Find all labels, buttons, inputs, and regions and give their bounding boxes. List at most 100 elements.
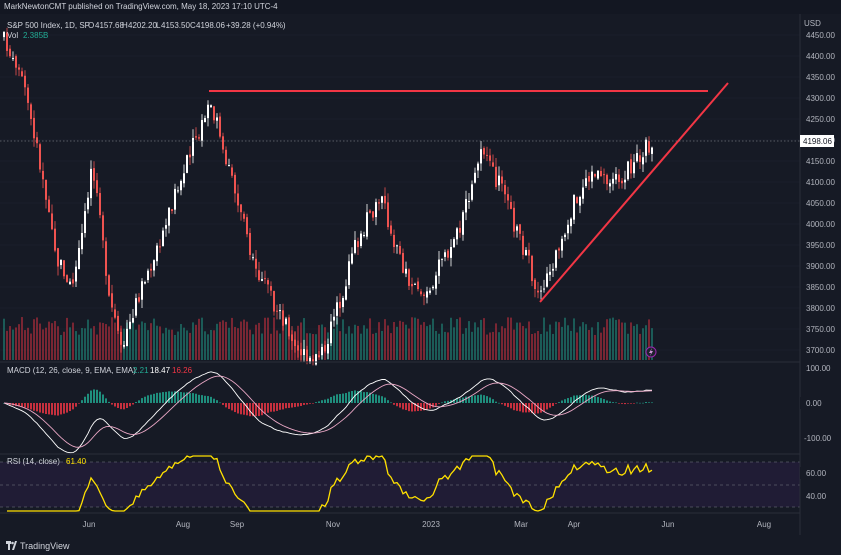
- candle-body[interactable]: [189, 154, 191, 158]
- candle-body[interactable]: [156, 245, 158, 262]
- candle-body[interactable]: [324, 345, 326, 352]
- candle-body[interactable]: [195, 136, 197, 138]
- candle-body[interactable]: [528, 249, 530, 256]
- candle-body[interactable]: [129, 321, 131, 329]
- candle-body[interactable]: [318, 355, 320, 358]
- candle-body[interactable]: [357, 241, 359, 248]
- candle-body[interactable]: [42, 170, 44, 180]
- candle-body[interactable]: [162, 230, 164, 247]
- candle-body[interactable]: [171, 209, 173, 211]
- candle-body[interactable]: [33, 117, 35, 139]
- candle-body[interactable]: [210, 105, 212, 108]
- macd-line[interactable]: [3, 371, 653, 454]
- candle-body[interactable]: [177, 190, 179, 192]
- candle-body[interactable]: [186, 155, 188, 173]
- candle-body[interactable]: [159, 246, 161, 248]
- candle-body[interactable]: [423, 294, 425, 296]
- candle-body[interactable]: [468, 200, 470, 202]
- candle-body[interactable]: [540, 290, 542, 292]
- candle-body[interactable]: [414, 283, 416, 285]
- candle-body[interactable]: [588, 176, 590, 182]
- candle-body[interactable]: [36, 137, 38, 144]
- candle-body[interactable]: [426, 291, 428, 298]
- candle-body[interactable]: [6, 32, 8, 51]
- candle-body[interactable]: [39, 144, 41, 170]
- candle-body[interactable]: [378, 202, 380, 204]
- candle-body[interactable]: [558, 248, 560, 251]
- candle-body[interactable]: [354, 239, 356, 253]
- candle-body[interactable]: [282, 310, 284, 326]
- candle-body[interactable]: [348, 261, 350, 286]
- candle-body[interactable]: [183, 173, 185, 184]
- candle-body[interactable]: [498, 175, 500, 186]
- candle-body[interactable]: [228, 165, 230, 167]
- candle-body[interactable]: [87, 197, 89, 210]
- candle-body[interactable]: [69, 281, 71, 285]
- candle-body[interactable]: [24, 75, 26, 88]
- candle-body[interactable]: [12, 58, 14, 60]
- candle-body[interactable]: [288, 317, 290, 337]
- candle-body[interactable]: [435, 275, 437, 289]
- candle-body[interactable]: [180, 180, 182, 191]
- candle-body[interactable]: [537, 290, 539, 293]
- candle-body[interactable]: [594, 173, 596, 177]
- candle-body[interactable]: [627, 161, 629, 180]
- candle-body[interactable]: [276, 310, 278, 312]
- candle-body[interactable]: [240, 204, 242, 213]
- candle-body[interactable]: [57, 248, 59, 267]
- candle-body[interactable]: [651, 147, 653, 154]
- time-axis[interactable]: Jun Aug Sep Nov 2023 Mar Apr Jun Aug: [83, 520, 772, 529]
- candle-body[interactable]: [633, 162, 635, 174]
- candle-body[interactable]: [48, 199, 50, 213]
- candle-body[interactable]: [624, 179, 626, 183]
- candle-body[interactable]: [411, 283, 413, 287]
- candle-body[interactable]: [333, 316, 335, 321]
- candle-body[interactable]: [417, 281, 419, 290]
- candle-body[interactable]: [27, 87, 29, 103]
- candle-body[interactable]: [483, 148, 485, 155]
- price-axis[interactable]: 4450.004400.004350.004300.004250.004200.…: [806, 31, 835, 355]
- candle-body[interactable]: [543, 288, 545, 290]
- candle-body[interactable]: [615, 174, 617, 180]
- candle-body[interactable]: [390, 225, 392, 234]
- candle-body[interactable]: [135, 298, 137, 316]
- candle-body[interactable]: [510, 201, 512, 209]
- candle-body[interactable]: [561, 238, 563, 251]
- candle-body[interactable]: [342, 297, 344, 307]
- candle-body[interactable]: [600, 170, 602, 177]
- candle-body[interactable]: [123, 344, 125, 347]
- candle-body[interactable]: [519, 224, 521, 234]
- candle-body[interactable]: [471, 184, 473, 200]
- candle-body[interactable]: [639, 155, 641, 162]
- candle-body[interactable]: [492, 162, 494, 167]
- candle-body[interactable]: [144, 282, 146, 284]
- candle-body[interactable]: [231, 167, 233, 176]
- candle-body[interactable]: [366, 212, 368, 237]
- candle-body[interactable]: [51, 213, 53, 230]
- candle-body[interactable]: [567, 224, 569, 234]
- rising-trendline[interactable]: [539, 82, 729, 303]
- candle-body[interactable]: [249, 232, 251, 255]
- chart-svg[interactable]: S&P 500 Index, 1D, SP O 4157.68 H 4202.2…: [0, 14, 841, 535]
- candle-body[interactable]: [78, 247, 80, 270]
- candle-body[interactable]: [216, 117, 218, 121]
- candle-body[interactable]: [111, 293, 113, 308]
- candle-body[interactable]: [264, 278, 266, 280]
- candle-body[interactable]: [9, 48, 11, 57]
- candle-body[interactable]: [396, 245, 398, 247]
- candle-body[interactable]: [609, 183, 611, 187]
- candle-body[interactable]: [603, 174, 605, 176]
- candle-body[interactable]: [99, 193, 101, 216]
- candle-body[interactable]: [102, 215, 104, 241]
- candle-body[interactable]: [279, 310, 281, 312]
- candle-body[interactable]: [303, 349, 305, 356]
- candle-body[interactable]: [153, 260, 155, 271]
- macd-signal-line[interactable]: [3, 375, 653, 448]
- candle-body[interactable]: [138, 297, 140, 302]
- candle-body[interactable]: [573, 194, 575, 220]
- candle-body[interactable]: [117, 315, 119, 331]
- candle-body[interactable]: [306, 349, 308, 362]
- candle-body[interactable]: [447, 250, 449, 258]
- candle-body[interactable]: [60, 259, 62, 266]
- candle-body[interactable]: [582, 187, 584, 199]
